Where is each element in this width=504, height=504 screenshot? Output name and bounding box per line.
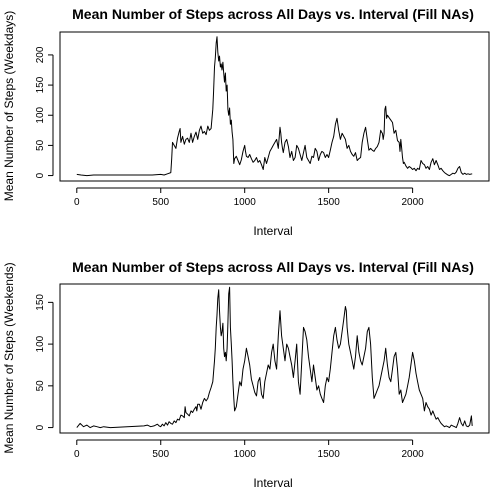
y-axis-label: Mean Number of Steps (Weekends) [2,262,16,453]
x-tick-label: 0 [74,197,80,208]
series-line [76,36,473,177]
x-tick-label: 1500 [318,449,341,460]
y-tick-label: 100 [35,106,46,123]
chart-title: Mean Number of Steps across All Days vs.… [72,259,474,275]
x-axis: 0 500 1000 1500 2000 [74,187,424,208]
chart-weekdays: Mean Number of Steps across All Days vs.… [2,6,490,238]
chart-title: Mean Number of Steps across All Days vs.… [72,6,474,22]
y-tick-label: 200 [35,46,46,63]
x-tick-label: 1500 [318,197,341,208]
x-axis-label: Interval [253,476,292,490]
x-tick-label: 2000 [401,449,424,460]
y-axis: 0 50 100 150 200 [35,46,54,178]
y-axis: 0 50 100 150 [35,294,54,430]
y-tick-label: 0 [35,172,46,178]
x-tick-label: 0 [74,449,80,460]
x-tick-label: 500 [152,449,169,460]
x-tick-label: 500 [152,197,169,208]
x-tick-label: 1000 [234,449,257,460]
plot-frame [59,31,490,182]
y-tick-label: 0 [35,424,46,430]
y-tick-label: 50 [35,139,46,151]
y-tick-label: 50 [35,380,46,392]
plot-frame [59,283,490,434]
x-axis: 0 500 1000 1500 2000 [74,439,424,460]
y-tick-label: 100 [35,335,46,352]
x-tick-label: 1000 [234,197,257,208]
y-tick-label: 150 [35,76,46,93]
x-axis-label: Interval [253,224,292,238]
x-tick-label: 2000 [401,197,424,208]
y-tick-label: 150 [35,294,46,311]
y-axis-label: Mean Number of Steps (Weekdays) [2,11,16,202]
series-line [76,286,473,429]
chart-weekends: Mean Number of Steps across All Days vs.… [2,259,490,490]
